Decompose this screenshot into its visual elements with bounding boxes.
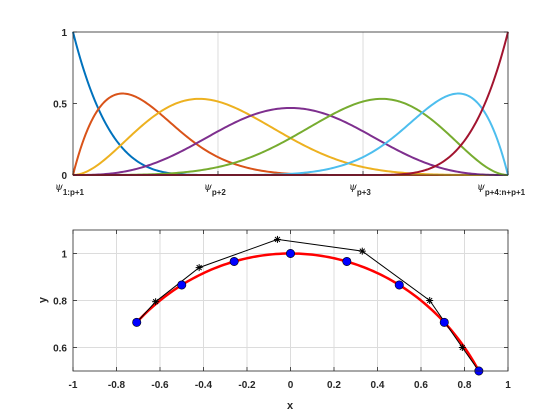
- sample-point: [342, 256, 352, 266]
- control-polygon: [136, 238, 480, 372]
- top-y-tick-label: 0: [61, 171, 67, 182]
- control-point: [195, 264, 203, 272]
- bottom-x-tick-label: -0.6: [151, 380, 169, 391]
- top-plot-area: [73, 32, 508, 175]
- top-x-tick-label: ψp+4:n+p+1: [477, 182, 526, 197]
- sample-point: [132, 317, 142, 327]
- control-point: [426, 297, 434, 304]
- top-x-tick-label: ψ1:p+1: [55, 182, 85, 197]
- sample-point: [394, 280, 404, 290]
- control-point: [358, 247, 366, 255]
- bottom-x-tick-label: 0.8: [458, 380, 472, 391]
- top-plot-grid: [217, 32, 364, 175]
- bottom-y-tick-label: 0.8: [53, 297, 67, 308]
- sample-point: [439, 317, 449, 327]
- top-y-tick-label: 0.5: [53, 100, 67, 111]
- top-y-tick-label: 1: [61, 28, 67, 39]
- exact-arc: [135, 252, 480, 372]
- bottom-plot-ticks: [72, 230, 509, 371]
- sample-point: [285, 249, 295, 259]
- bottom-x-tick-label: 0: [288, 380, 294, 391]
- bottom-plot-y-tick-labels: 0.6 0.8 1: [53, 250, 67, 355]
- bottom-x-tick-label: -0.2: [238, 380, 256, 391]
- control-point: [458, 344, 466, 351]
- top-x-tick-label: ψp+3: [349, 182, 371, 197]
- top-plot-y-tick-labels: 00.51: [53, 28, 67, 182]
- basis-function-plot: 00.51 ψ1:p+1 ψp+2 ψp+3 ψp+4:n+p+1: [53, 28, 526, 197]
- bottom-plot-x-tick-labels: -1 -0.8 -0.6 -0.4 -0.2 0 0.2 0.4 0.6 0.8 1: [69, 380, 512, 391]
- bottom-y-tick-label: 0.6: [53, 344, 67, 355]
- control-point: [152, 298, 160, 306]
- sample-point: [229, 256, 239, 266]
- bottom-x-tick-label: -1: [69, 380, 78, 391]
- arc-approximation-plot: 0.6 0.8 1 -1 -0.8 -0.6 -0.4 -0.2 0 0.2 0.4 0.6 0.8 1…: [37, 229, 512, 412]
- top-plot-x-tick-labels: ψ1:p+1 ψp+2 ψp+3 ψp+4:n+p+1: [55, 182, 526, 197]
- bottom-y-tick-label: 1: [61, 250, 67, 261]
- bottom-x-tick-label: 0.6: [414, 380, 428, 391]
- x-axis-label: x: [287, 400, 294, 412]
- top-plot-ticks: [72, 31, 509, 176]
- bottom-x-tick-label: 1: [505, 380, 511, 391]
- bottom-x-tick-label: 0.4: [371, 380, 385, 391]
- sample-point: [177, 280, 187, 290]
- bottom-x-tick-label: -0.4: [195, 380, 213, 391]
- top-x-tick-label: ψp+2: [204, 182, 226, 197]
- y-axis-label: y: [37, 296, 49, 303]
- bottom-x-tick-label: -0.8: [108, 380, 126, 391]
- control-point: [273, 235, 281, 243]
- bottom-x-tick-label: 0.2: [327, 380, 341, 391]
